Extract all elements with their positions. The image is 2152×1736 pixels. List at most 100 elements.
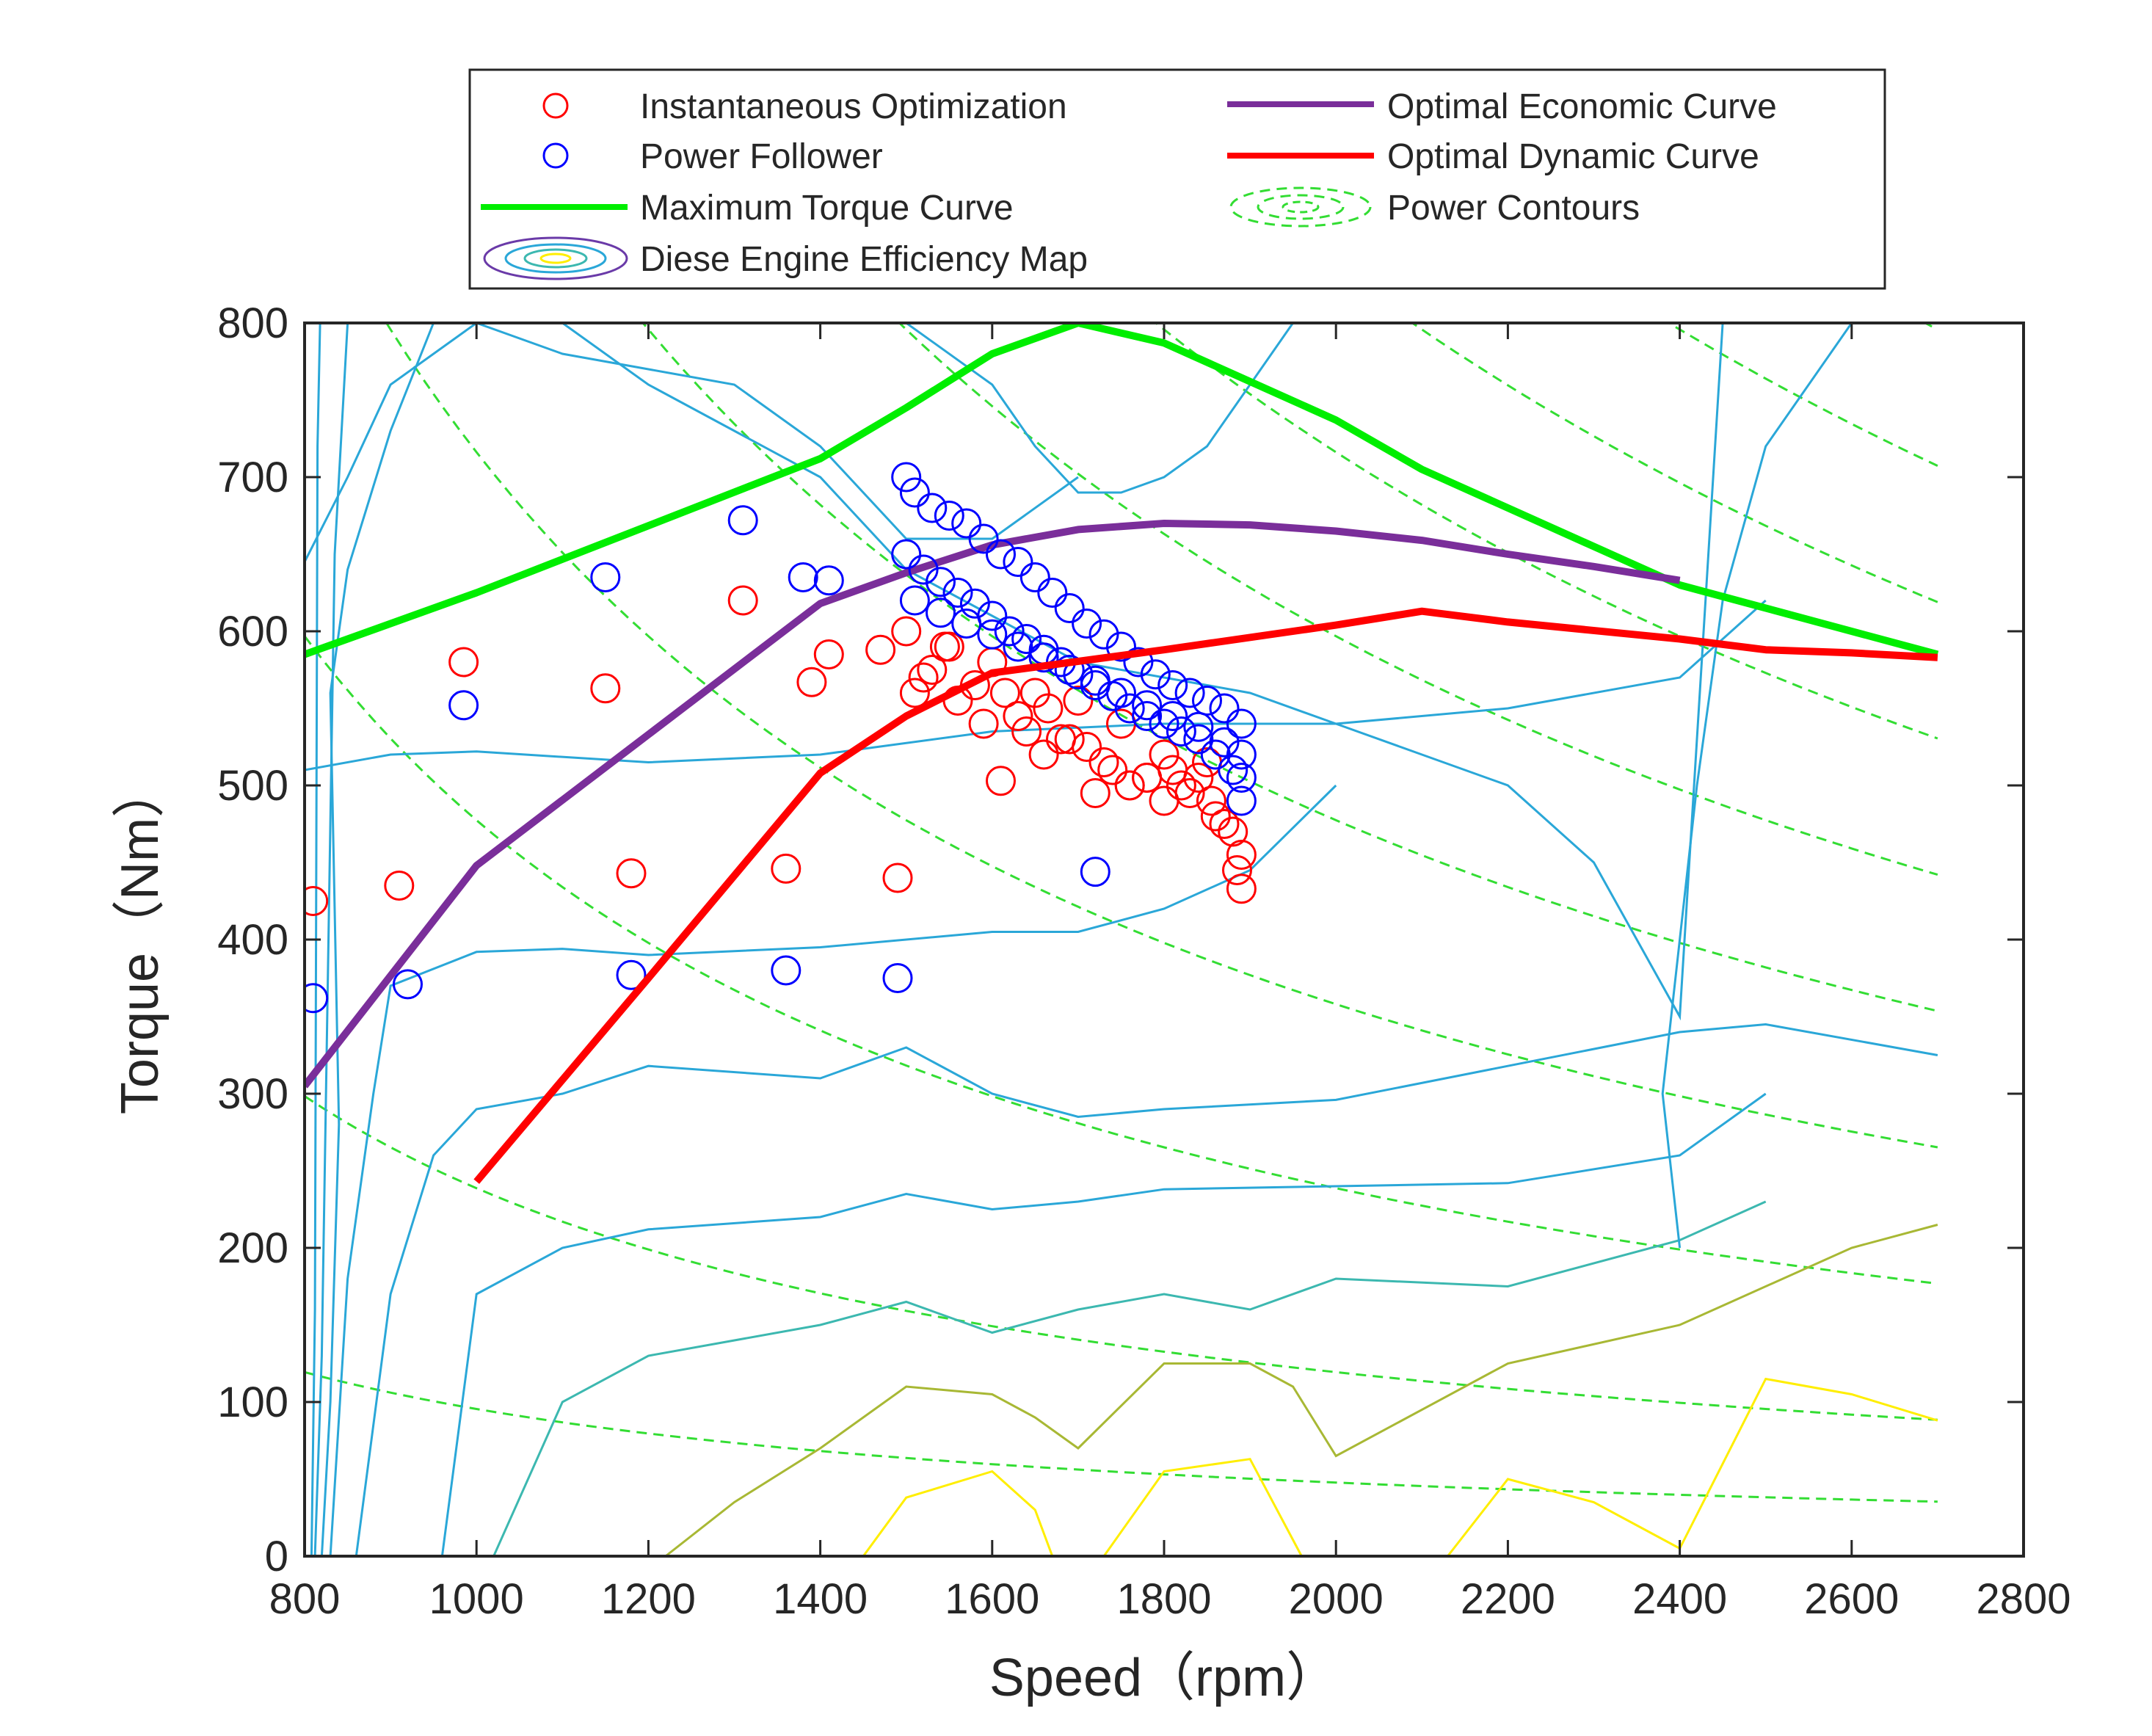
y-tick-label-700: 700	[217, 454, 288, 501]
efficiency-contour-3	[320, 323, 435, 1556]
plot-area	[305, 323, 1939, 1556]
legend-label-power-follower: Power Follower	[640, 137, 883, 176]
legend-label-maximum-torque: Maximum Torque Curve	[640, 189, 1014, 228]
instantaneous-optimization-point-50	[1072, 732, 1102, 762]
efficiency-contour-15	[561, 323, 1724, 1021]
power-follower-point-67	[1226, 763, 1257, 793]
instantaneous-optimization-point-7	[771, 853, 801, 884]
efficiency-contour-9	[862, 1470, 1054, 1556]
instantaneous-optimization-point-48	[989, 678, 1020, 708]
power-follower-point-22	[1054, 593, 1085, 623]
power-follower-point-32	[1226, 708, 1257, 739]
power-follower-point-23	[1072, 609, 1102, 639]
power-follower-point-13	[899, 477, 930, 508]
x-tick-label-1800: 1800	[1116, 1575, 1211, 1623]
efficiency-contour-5	[355, 1023, 1938, 1556]
power-follower-point-46	[1114, 693, 1145, 724]
power-follower-point-64	[1183, 711, 1214, 742]
power-follower-point-56	[977, 619, 1008, 650]
power-follower-point-15	[934, 501, 964, 531]
instantaneous-optimization-point-43	[1088, 747, 1119, 777]
instantaneous-optimization-point-2	[384, 871, 415, 901]
power-follower-point-24	[1088, 619, 1119, 650]
instantaneous-optimization-point-10	[865, 634, 896, 665]
efficiency-contour-1	[310, 323, 321, 1556]
power-follower-point-65	[1209, 727, 1240, 758]
power-follower-point-33	[891, 539, 922, 570]
instantaneous-optimization-point-31	[891, 616, 922, 647]
instantaneous-optimization-point-19	[1054, 724, 1085, 755]
instantaneous-optimization-point-4	[590, 673, 621, 704]
y-tick-label-500: 500	[217, 762, 288, 810]
power-follower-point-10	[882, 963, 913, 993]
power-follower-point-37	[959, 588, 990, 619]
x-tick-label-2600: 2600	[1804, 1575, 1899, 1623]
y-tick-label-400: 400	[217, 916, 288, 964]
x-tick-label-1400: 1400	[773, 1575, 868, 1623]
x-tick-label-2800: 2800	[1976, 1575, 2071, 1623]
y-tick-label-100: 100	[217, 1379, 288, 1426]
legend-marker-power-follower	[542, 142, 569, 169]
axis-ticks	[303, 322, 2025, 1558]
power-follower-point-14	[917, 493, 948, 523]
power-follower-point-26	[1123, 647, 1154, 678]
power-follower-point-21	[1037, 578, 1068, 608]
efficiency-contour-4	[329, 784, 1337, 1556]
power-follower-point-39	[994, 616, 1025, 647]
instantaneous-optimization-point-27	[1200, 801, 1231, 832]
power-follower-point-25	[1106, 631, 1136, 662]
instantaneous-optimization-point-6	[727, 585, 758, 616]
power-follower-point-47	[1132, 701, 1163, 731]
legend-box	[468, 68, 1886, 290]
power-contour-75kw	[385, 323, 1938, 1149]
power-follower-point-61	[1106, 678, 1136, 708]
power-follower-point-36	[942, 578, 973, 608]
optimal-economic-curve	[305, 520, 1681, 1089]
power-follower-point-1	[305, 983, 329, 1014]
power-follower-point-18	[986, 539, 1016, 570]
power-follower-point-8	[788, 562, 818, 592]
y-tick-label-600: 600	[217, 608, 288, 655]
instantaneous-optimization-point-46	[1209, 809, 1240, 839]
axis-tick-labels: 800 1000 1200 1400 1600 1800 2000 2200 2400 2600 2…	[217, 299, 2071, 1623]
power-follower-point-40	[1011, 624, 1042, 654]
instantaneous-optimization-point-11	[882, 862, 913, 893]
power-follower-point-4	[590, 562, 621, 592]
legend: Instantaneous Optimization Power Followe…	[468, 68, 1886, 290]
x-tick-label-800: 800	[269, 1575, 341, 1623]
efficiency-contour-7	[492, 1200, 1767, 1556]
power-follower-point-57	[1003, 631, 1033, 662]
instantaneous-optimization-point-51	[1114, 770, 1145, 801]
instantaneous-optimization-point-16	[986, 766, 1016, 796]
power-follower-point-29	[1174, 678, 1205, 708]
instantaneous-optimization-point-13	[917, 655, 948, 685]
legend-symbol-efficiency-map	[483, 236, 628, 280]
efficiency-contour-8	[664, 1224, 1938, 1556]
power-follower-point-59	[1054, 655, 1085, 685]
power-follower-point-20	[1019, 562, 1050, 592]
x-tick-label-2000: 2000	[1289, 1575, 1384, 1623]
y-tick-label-300: 300	[217, 1070, 288, 1118]
efficiency-contour-6	[440, 1092, 1767, 1556]
legend-label-optimal-dynamic: Optimal Dynamic Curve	[1387, 137, 1759, 176]
x-tick-label-1600: 1600	[945, 1575, 1039, 1623]
power-follower-point-17	[968, 523, 999, 554]
power-contour-10kw	[305, 1370, 1938, 1503]
instantaneous-optimization-point-5	[616, 858, 647, 889]
instantaneous-optimization-point-54	[1222, 855, 1252, 885]
instantaneous-optimization-point-8	[796, 667, 827, 697]
power-follower-point-66	[1226, 739, 1257, 770]
instantaneous-optimization-point-39	[908, 662, 939, 693]
optimal-dynamic-curve	[473, 607, 1938, 1184]
power-follower-point-19	[1003, 547, 1033, 577]
efficiency-contour-12	[1679, 1377, 1938, 1550]
instantaneous-optimization-point-37	[1149, 739, 1179, 770]
instantaneous-optimization-point-45	[1174, 778, 1205, 808]
legend-label-optimal-economic: Optimal Economic Curve	[1387, 87, 1777, 126]
efficiency-contours	[305, 323, 1938, 1556]
instantaneous-optimization-point-20	[1080, 778, 1110, 808]
legend-symbol-power-contours	[1229, 186, 1372, 228]
power-follower-point-63	[1157, 701, 1188, 731]
x-tick-label-2400: 2400	[1632, 1575, 1727, 1623]
